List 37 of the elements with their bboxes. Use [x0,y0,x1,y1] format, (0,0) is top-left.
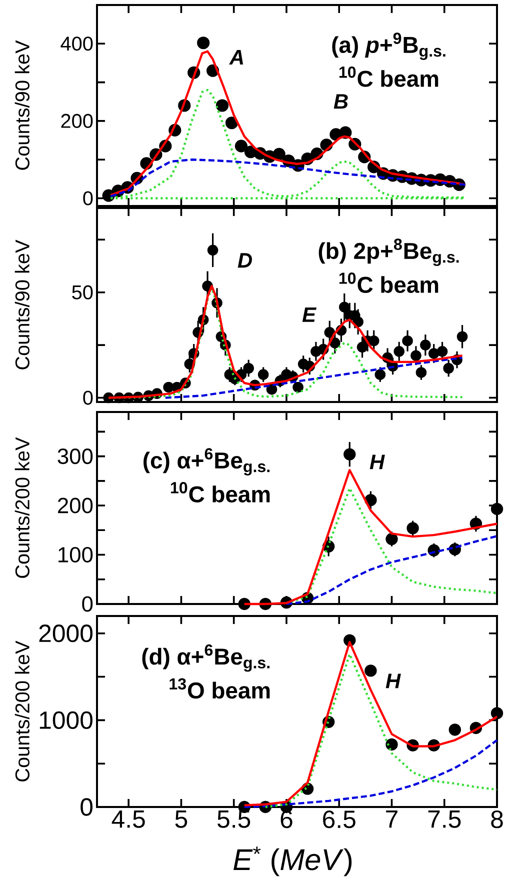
x-tick-label: 7.5 [428,810,461,828]
x-tick-label: 5 [175,810,188,828]
annotation: $^{10}$C beam [339,66,438,87]
y-tick-label: 0 [83,191,93,206]
annotation: (c) α+$^{6}$Be$_{g.s.}$ [144,448,270,476]
y-axis-title: Counts/200 keV [14,437,30,578]
x-tick-label: 8 [491,810,503,828]
y-tick-label: 200 [61,114,93,128]
annotation: D [238,253,252,268]
y-tick-label: 0 [80,798,93,816]
y-tick-label: 400 [60,36,93,51]
y-tick-label: 50 [72,285,93,300]
x-axis-title: E$^{*}$ (MeV) [234,846,352,876]
annotation: B [334,94,348,109]
annotation: $^{10}$C beam [339,272,438,293]
annotation: H [370,454,385,470]
y-tick-label: 0 [82,596,93,612]
y-tick-label: 2000 [39,624,92,642]
annotation: (b) 2p+$^{8}$Be$_{g.s.}$ [318,238,459,266]
annotation: (d) α+$^{6}$Be$_{g.s.}$ [142,644,270,672]
annotation: (a) p+$^{9}$B$_{g.s.}$ [332,32,446,60]
y-tick-label: 1000 [40,711,92,730]
annotation: A [229,50,244,64]
y-axis-title: Counts/90 keV [14,40,30,170]
x-tick-label: 4.5 [112,810,145,828]
annotation: $^{13}$O beam [170,678,270,699]
annotation: E [302,307,316,322]
annotation: $^{10}$C beam [170,482,270,502]
y-axis-title: Counts/90 keV [14,240,30,370]
y-tick-label: 0 [83,390,93,405]
y-axis-title: Counts/200 keV [14,640,30,782]
y-tick-label: 300 [58,448,93,464]
x-tick-label: 6.5 [323,810,356,828]
x-tick-label: 7 [386,810,398,828]
y-tick-label: 200 [58,498,93,514]
y-tick-label: 100 [58,546,93,563]
annotation: H [386,674,401,688]
